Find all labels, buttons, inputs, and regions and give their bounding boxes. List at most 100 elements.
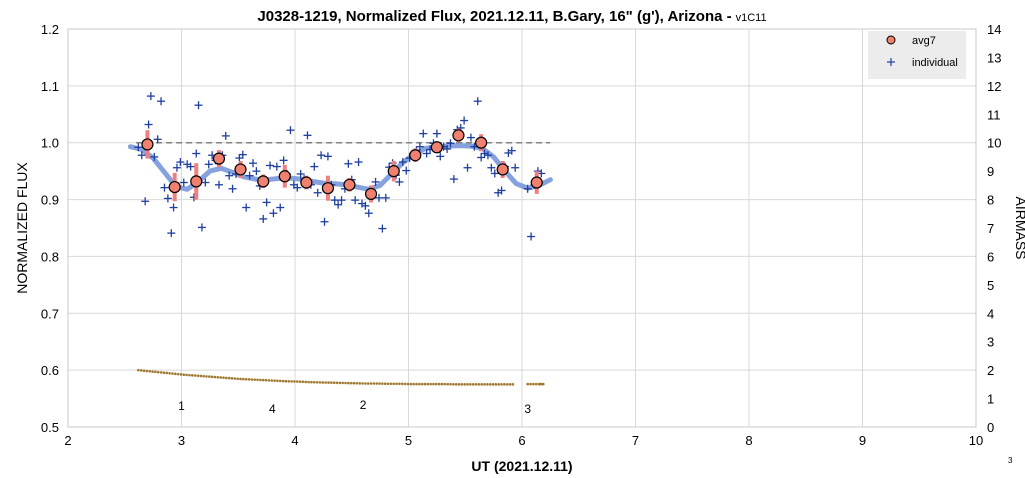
airmass-point [312, 380, 316, 384]
y2-axis-label: AIRMASS [1013, 196, 1025, 259]
individual-point [378, 224, 387, 233]
individual-point [402, 166, 411, 175]
airmass-point [417, 382, 421, 386]
airmass-point [219, 376, 222, 379]
airmass-point [259, 378, 262, 382]
airmass-point [188, 373, 191, 377]
airmass-point [293, 380, 296, 383]
individual-point [245, 171, 254, 180]
airmass-point [154, 370, 157, 374]
airmass-point [349, 381, 353, 385]
airmass-point [403, 382, 407, 386]
x-axis-ticks: 2 3 4 5 6 7 8 9 10 [64, 433, 983, 448]
airmass-point [364, 382, 367, 385]
avg7-point [234, 163, 247, 176]
annotation-label: 3 [524, 402, 531, 416]
individual-point [446, 139, 455, 148]
individual-point [169, 203, 178, 212]
individual-point [279, 156, 288, 165]
individual-point [272, 162, 281, 171]
avg7-point [496, 163, 509, 176]
airmass-point [389, 382, 393, 386]
individual-point [238, 150, 247, 159]
airmass-point [148, 369, 152, 373]
legend-individual-label: individual [912, 57, 958, 69]
airmass-point [179, 373, 183, 376]
y2-tick-label: 5 [987, 278, 994, 293]
airmass-point [505, 383, 509, 386]
individual-point [436, 152, 445, 161]
airmass-point [202, 374, 205, 378]
airmass-point [330, 381, 333, 384]
airmass-point [139, 369, 143, 372]
annotations: 1 4 2 3 [178, 398, 531, 416]
airmass-point [415, 382, 418, 386]
individual-point [204, 160, 213, 169]
individual-point [269, 209, 278, 218]
individual-point [144, 120, 153, 129]
airmass-point [454, 383, 458, 386]
y2-tick-label: 12 [987, 79, 1001, 94]
airmass-point [457, 383, 461, 386]
individual-point [337, 196, 346, 205]
avg7-point [300, 176, 313, 189]
individual-point [186, 162, 195, 171]
individual-point [487, 163, 496, 172]
individual-point [354, 158, 363, 167]
airmass-point [500, 383, 503, 386]
airmass-point [412, 382, 415, 386]
airmass-point [239, 377, 242, 381]
individual-point [460, 116, 469, 125]
y2-tick-label: 0 [987, 420, 994, 435]
airmass-point [358, 382, 361, 385]
y-axis-ticks: 0.5 0.6 0.7 0.8 0.9 1.0 1.1 1.2 [41, 22, 59, 435]
airmass-point [193, 374, 197, 377]
airmass-point [511, 383, 515, 386]
avg7-point [168, 180, 181, 194]
individual-point [351, 196, 360, 205]
individual-point [463, 163, 472, 172]
individual-point [167, 229, 176, 238]
airmass-point [361, 382, 364, 385]
airmass-point [426, 382, 430, 386]
airmass-point [176, 372, 180, 376]
individual-point [449, 175, 458, 184]
airmass-point [185, 373, 188, 377]
airmass-point [406, 382, 410, 386]
airmass-point [210, 375, 214, 379]
individual-point [176, 158, 185, 167]
annotation-label: 1 [178, 399, 185, 413]
airmass-point [310, 380, 313, 384]
airmass-point [162, 371, 166, 375]
airmass-point [304, 380, 308, 384]
x-tick-label: 3 [178, 433, 185, 448]
individual-point [422, 149, 431, 158]
y-tick-label: 1.1 [41, 79, 59, 94]
airmass-point [443, 382, 447, 386]
individual-point [415, 142, 424, 151]
airmass-point [244, 377, 248, 381]
airmass-point [332, 381, 336, 385]
individual-point [221, 131, 230, 140]
individual-point [334, 200, 343, 209]
individual-point [296, 169, 305, 178]
airmass-point [398, 382, 401, 386]
individual-point [432, 129, 441, 138]
airmass-point [281, 379, 285, 383]
airmass-point [474, 383, 478, 386]
airmass-point [483, 383, 486, 386]
individual-point [395, 177, 404, 186]
y-tick-label: 0.8 [41, 249, 59, 264]
avg7-point [257, 175, 270, 188]
y2-tick-label: 13 [987, 50, 1001, 65]
airmass-point [156, 370, 160, 374]
airmass-point [335, 381, 339, 385]
airmass-point [145, 369, 149, 373]
airmass-point [429, 382, 432, 386]
airmass-point [278, 379, 282, 383]
individual-point [286, 126, 295, 135]
airmass-point [301, 380, 305, 384]
individual-point [266, 161, 275, 170]
